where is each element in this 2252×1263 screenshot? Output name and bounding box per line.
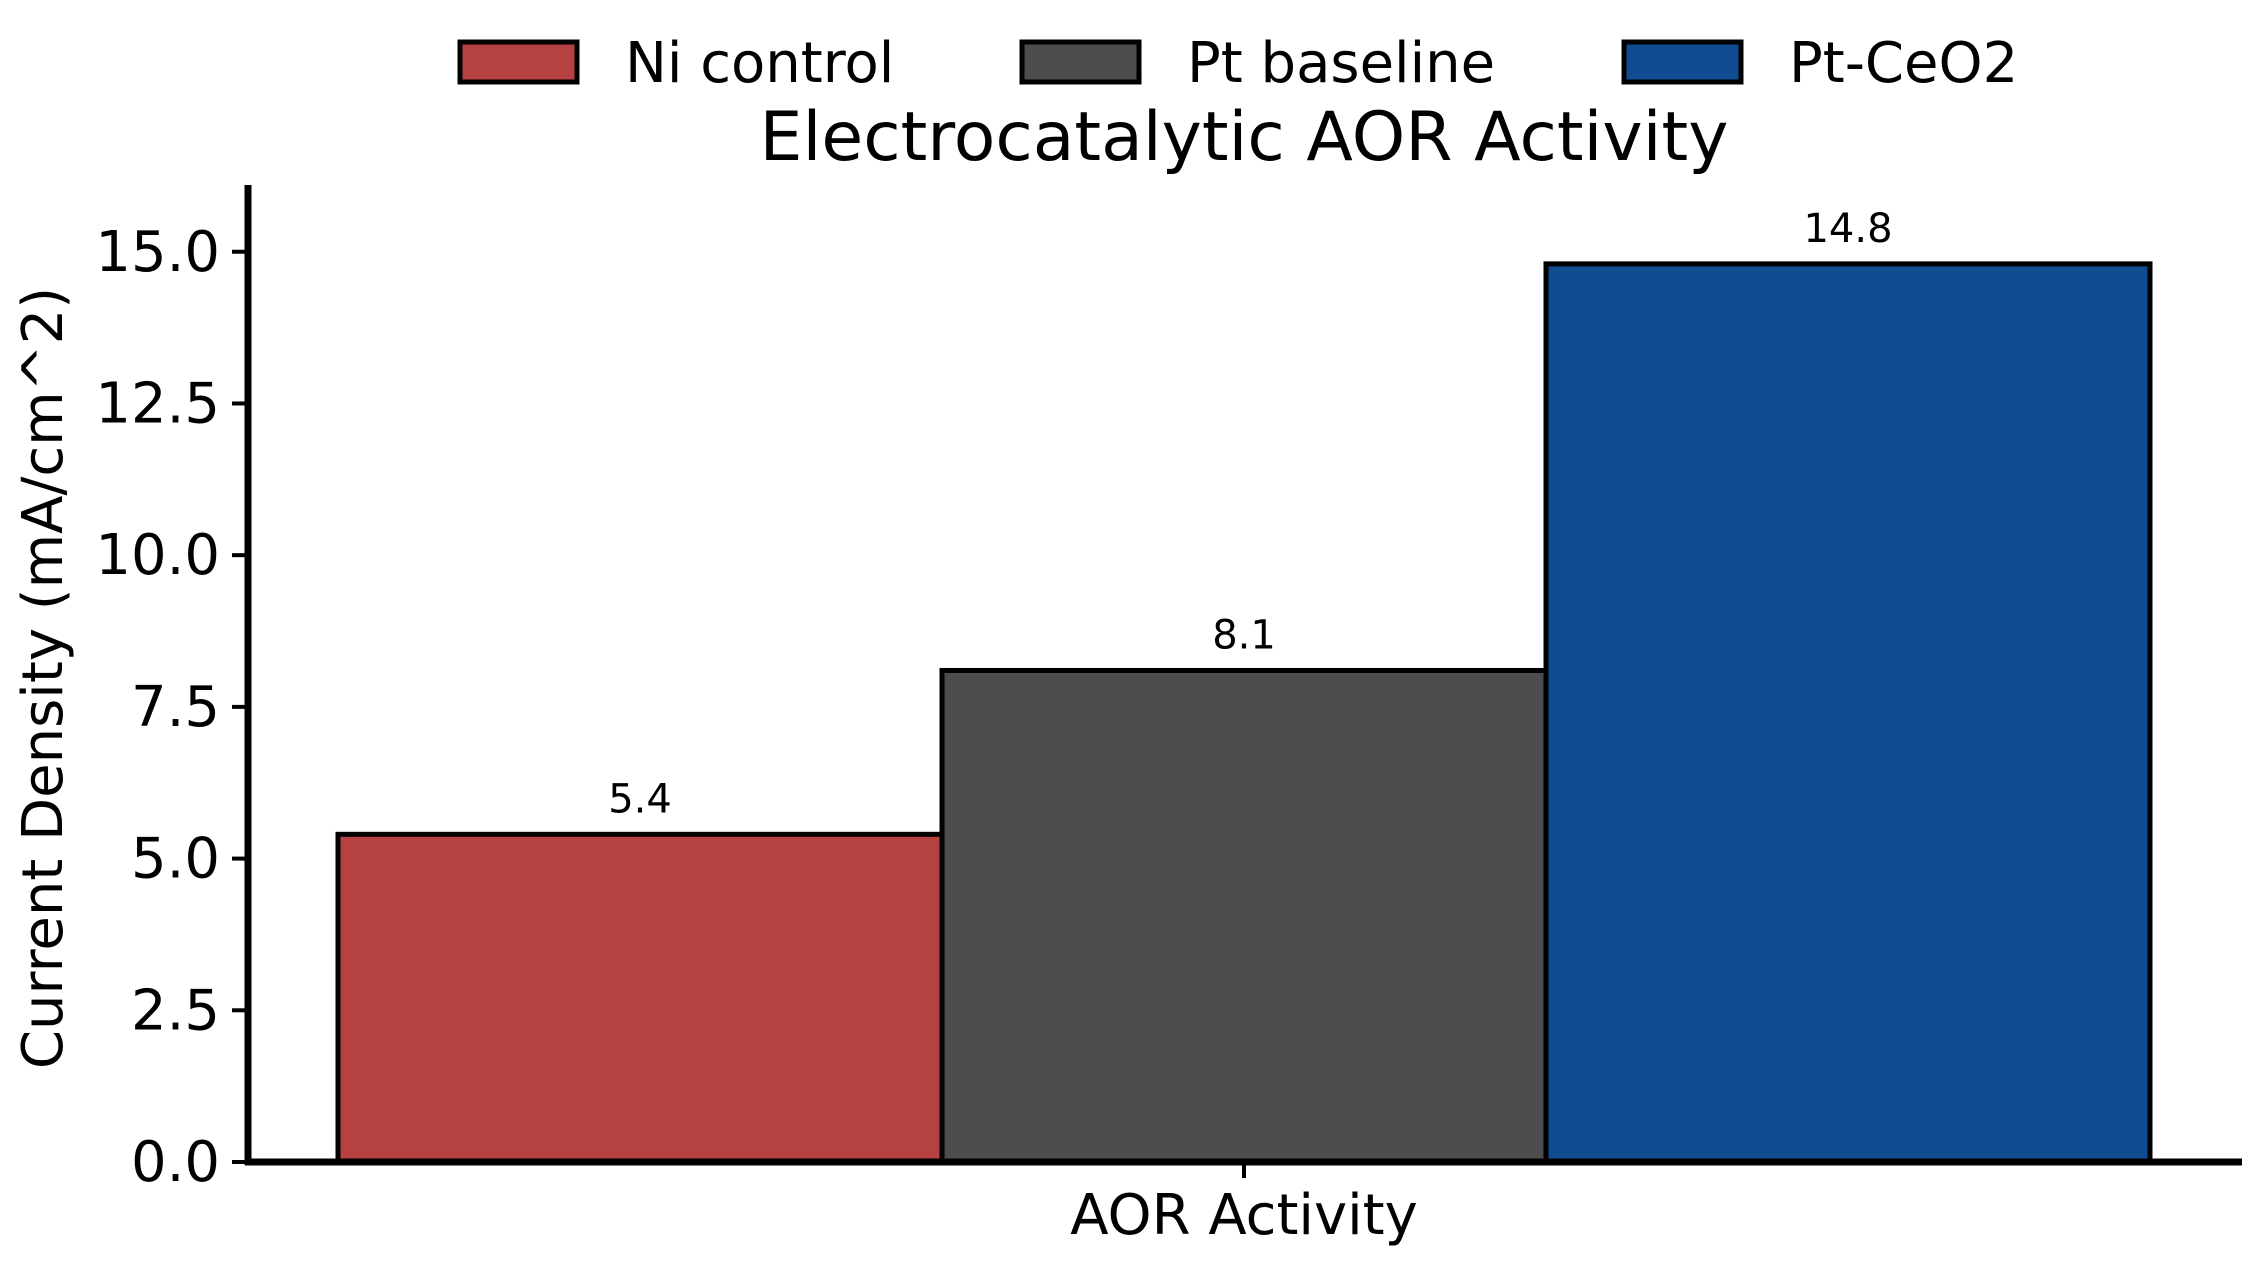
- value-labels-group: 5.4 8.1 14.8: [608, 206, 1892, 822]
- x-axis-label: AOR Activity: [1070, 1183, 1418, 1248]
- y-tick-label: 7.5: [131, 675, 220, 740]
- value-label-pt-ceo2: 14.8: [1803, 206, 1892, 252]
- chart-title: Electrocatalytic AOR Activity: [760, 98, 1729, 177]
- y-tick-label: 0.0: [131, 1130, 220, 1195]
- y-tick-label: 12.5: [95, 371, 220, 436]
- bar-pt-ceo2: [1543, 261, 2153, 1165]
- value-label-pt-baseline: 8.1: [1212, 612, 1276, 658]
- bars-group: [335, 261, 2153, 1165]
- bar-ni-control: [335, 831, 945, 1165]
- y-axis: 0.0 2.5 5.0 7.5 10.0 12.5 15.0: [95, 185, 252, 1195]
- legend-label-ni-control: Ni control: [625, 31, 894, 96]
- y-tick-label: 15.0: [95, 220, 220, 285]
- legend: Ni control Pt baseline Pt-CeO2: [457, 31, 2018, 96]
- legend-swatch-ni-control: [457, 39, 580, 85]
- bar-pt-baseline: [939, 667, 1549, 1165]
- x-axis: [245, 1158, 2242, 1178]
- y-tick-label: 10.0: [95, 523, 220, 588]
- value-label-ni-control: 5.4: [608, 776, 672, 822]
- legend-swatch-pt-ceo2: [1621, 39, 1744, 85]
- legend-label-pt-ceo2: Pt-CeO2: [1789, 31, 2018, 96]
- y-tick-label: 2.5: [131, 978, 220, 1043]
- y-axis-label: Current Density (mA/cm^2): [11, 287, 76, 1069]
- y-tick-label: 5.0: [131, 827, 220, 892]
- legend-label-pt-baseline: Pt baseline: [1187, 31, 1495, 96]
- legend-swatch-pt-baseline: [1019, 39, 1142, 85]
